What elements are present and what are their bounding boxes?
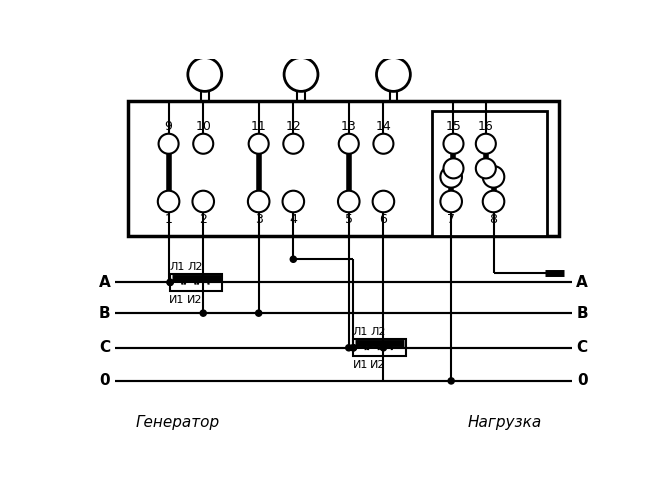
Circle shape	[188, 58, 222, 92]
Bar	[353, 339, 406, 356]
Text: 0: 0	[577, 373, 588, 388]
Text: И2: И2	[371, 361, 386, 370]
Text: 12: 12	[285, 121, 302, 133]
Circle shape	[381, 345, 387, 351]
Circle shape	[373, 134, 393, 154]
Circle shape	[158, 191, 180, 212]
Text: C: C	[576, 340, 588, 355]
Circle shape	[440, 166, 462, 187]
Text: A: A	[576, 275, 588, 290]
Text: B: B	[576, 306, 588, 321]
Text: 2: 2	[199, 214, 207, 226]
Circle shape	[483, 166, 505, 187]
Text: 13: 13	[341, 121, 356, 133]
Text: Генератор: Генератор	[136, 415, 220, 430]
Text: 11: 11	[251, 121, 267, 133]
Text: Л2: Л2	[371, 327, 386, 338]
Circle shape	[346, 345, 352, 351]
Text: 0: 0	[99, 373, 110, 388]
Bar	[170, 274, 222, 291]
Circle shape	[339, 134, 358, 154]
Text: 5: 5	[345, 214, 353, 226]
Text: C: C	[99, 340, 111, 355]
Text: 8: 8	[490, 214, 498, 226]
Circle shape	[444, 158, 464, 179]
Circle shape	[193, 134, 213, 154]
Circle shape	[483, 191, 505, 212]
Text: 15: 15	[446, 121, 462, 133]
Text: B: B	[99, 306, 111, 321]
Circle shape	[444, 134, 464, 154]
Text: 9: 9	[165, 121, 172, 133]
Text: 1: 1	[165, 214, 172, 226]
Circle shape	[283, 134, 304, 154]
Bar	[128, 101, 559, 236]
Circle shape	[338, 191, 360, 212]
Text: A: A	[98, 275, 111, 290]
Circle shape	[248, 191, 269, 212]
Circle shape	[249, 134, 269, 154]
Circle shape	[290, 256, 296, 262]
Circle shape	[476, 134, 496, 154]
Circle shape	[255, 310, 262, 316]
Circle shape	[448, 378, 454, 384]
Text: Л2: Л2	[187, 262, 202, 272]
Text: 16: 16	[478, 121, 494, 133]
Bar	[432, 111, 547, 236]
Text: И1: И1	[352, 361, 368, 370]
Circle shape	[440, 191, 462, 212]
Circle shape	[476, 158, 496, 179]
Text: Л1: Л1	[352, 327, 368, 338]
Text: 10: 10	[195, 121, 211, 133]
Circle shape	[167, 279, 174, 285]
Text: И1: И1	[170, 295, 185, 305]
Circle shape	[284, 58, 318, 92]
Circle shape	[373, 191, 394, 212]
Circle shape	[377, 58, 410, 92]
Circle shape	[167, 279, 174, 285]
Text: 3: 3	[255, 214, 263, 226]
Text: 4: 4	[289, 214, 297, 226]
Text: И2: И2	[187, 295, 202, 305]
Circle shape	[350, 345, 356, 351]
Circle shape	[192, 191, 214, 212]
Text: Л1: Л1	[170, 262, 185, 272]
Circle shape	[200, 310, 206, 316]
Circle shape	[159, 134, 179, 154]
Circle shape	[283, 191, 304, 212]
Text: 6: 6	[379, 214, 387, 226]
Circle shape	[350, 345, 356, 351]
Text: 14: 14	[376, 121, 391, 133]
Text: 7: 7	[447, 214, 455, 226]
Text: Нагрузка: Нагрузка	[468, 415, 542, 430]
